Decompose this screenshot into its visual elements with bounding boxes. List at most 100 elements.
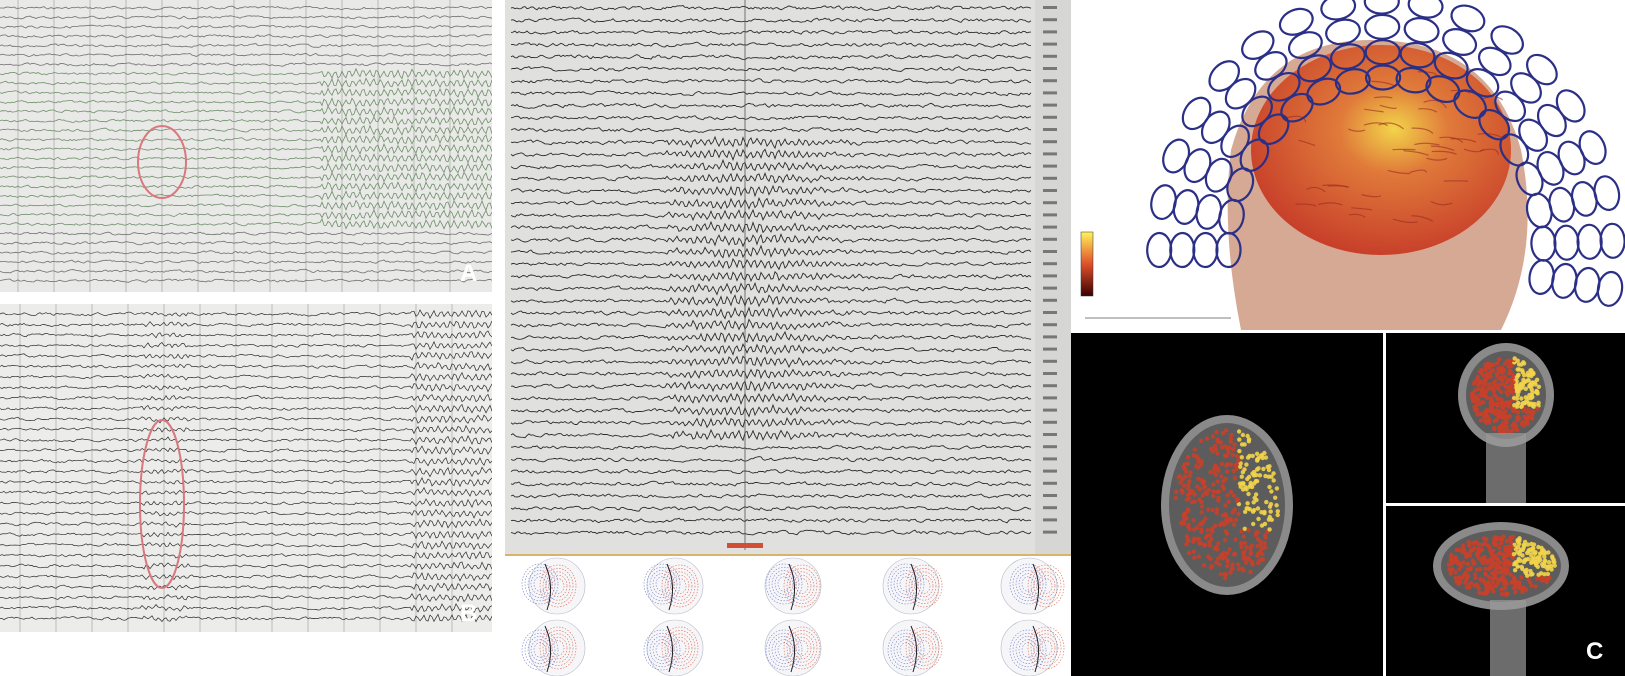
activation-voxel: [1519, 575, 1524, 580]
activation-voxel: [1231, 522, 1237, 527]
sensor-ring-icon: [1576, 223, 1603, 260]
activation-voxel: [1480, 591, 1485, 596]
activation-voxel: [1520, 368, 1525, 373]
activation-voxel: [1493, 401, 1498, 407]
activation-voxel: [1515, 427, 1520, 433]
sensor-ring-icon: [1578, 130, 1607, 165]
channel-scale-tick: [1043, 42, 1057, 46]
activation-voxel: [1239, 540, 1244, 546]
channel-scale-tick: [1043, 67, 1057, 70]
topographic-map: [1000, 557, 1065, 615]
eeg-channel-trace: [0, 208, 492, 221]
sensor-ring-icon: [1399, 41, 1436, 69]
activation-voxel: [1263, 455, 1269, 460]
activation-voxel: [1528, 368, 1533, 373]
activation-voxel: [1212, 443, 1217, 449]
channel-scale-tick: [1043, 176, 1057, 180]
channel-scale-tick: [1043, 201, 1057, 205]
eeg-channel-trace: [0, 383, 492, 393]
cortex-sulcus: [1363, 122, 1388, 127]
activation-voxel: [1509, 544, 1514, 549]
activation-voxel: [1200, 493, 1205, 498]
activation-voxel: [1515, 373, 1521, 378]
eeg-channel-trace: [0, 371, 492, 382]
activation-voxel: [1208, 556, 1213, 561]
activation-voxel: [1540, 563, 1546, 569]
eeg-channel-trace: [0, 572, 492, 582]
channel-scale-tick: [1043, 30, 1057, 34]
channel-scale-tick: [1043, 445, 1057, 449]
meg-channel-trace: [510, 368, 1032, 380]
activation-voxel: [1183, 511, 1188, 516]
activation-voxel: [1485, 408, 1490, 413]
activation-voxel: [1213, 464, 1218, 469]
eeg-channel-trace: [0, 181, 492, 193]
activation-voxel: [1519, 362, 1524, 367]
activation-voxel: [1192, 447, 1197, 452]
eeg-channel-trace: [0, 518, 492, 529]
activation-voxel: [1248, 546, 1253, 552]
activation-voxel: [1181, 483, 1187, 488]
activation-voxel: [1186, 524, 1191, 529]
activation-voxel: [1475, 374, 1481, 380]
eeg-channel-trace: [0, 320, 492, 329]
activation-voxel: [1495, 385, 1500, 391]
activation-voxel: [1268, 502, 1274, 507]
activation-voxel: [1504, 425, 1509, 430]
eeg-channel-trace: [0, 466, 492, 478]
activation-voxel: [1487, 420, 1492, 425]
activation-voxel: [1220, 445, 1225, 450]
activation-voxel: [1521, 423, 1527, 428]
activation-voxel: [1529, 410, 1534, 415]
activation-voxel: [1207, 539, 1212, 545]
activation-voxel: [1499, 587, 1504, 592]
activation-voxel: [1495, 396, 1500, 401]
activation-voxel: [1483, 393, 1488, 399]
activation-voxel: [1495, 361, 1500, 366]
sensor-ring-icon: [1278, 7, 1314, 36]
meg-channel-trace: [510, 392, 1032, 406]
activation-voxel: [1476, 386, 1481, 392]
activation-voxel: [1261, 466, 1266, 472]
sensor-ring-icon: [1192, 231, 1219, 269]
channel-scale-tick: [1043, 518, 1057, 522]
activation-voxel: [1235, 454, 1240, 459]
channel-scale-tick: [1043, 433, 1057, 436]
activation-voxel: [1256, 466, 1261, 471]
activation-voxel: [1487, 382, 1492, 387]
topographic-map: [1000, 619, 1065, 676]
activation-voxel: [1477, 590, 1482, 595]
channel-scale-tick: [1043, 140, 1057, 144]
activation-voxel: [1210, 434, 1216, 439]
meg-channel-trace: [510, 403, 1032, 418]
activation-voxel: [1231, 447, 1236, 452]
activation-voxel: [1491, 385, 1496, 390]
activation-voxel: [1549, 563, 1554, 569]
activation-voxel: [1219, 461, 1225, 467]
activation-voxel: [1515, 409, 1521, 415]
channel-scale-tick: [1043, 6, 1057, 9]
activation-voxel: [1262, 450, 1267, 456]
activation-voxel: [1230, 566, 1235, 571]
activation-voxel: [1549, 567, 1554, 572]
activation-voxel: [1479, 370, 1484, 376]
topographic-map: [764, 619, 822, 676]
cortex-sulcus: [1480, 148, 1499, 155]
activation-voxel: [1528, 572, 1534, 577]
eeg-channel-trace: [0, 52, 492, 57]
activation-voxel: [1546, 560, 1552, 565]
activation-voxel: [1497, 425, 1502, 430]
activation-voxel: [1268, 509, 1273, 514]
meg-channel-trace: [510, 135, 1032, 150]
cortex-sulcus: [1378, 122, 1404, 130]
meg-channel-trace: [510, 41, 1032, 48]
activation-voxel: [1205, 528, 1210, 533]
activation-voxel: [1527, 402, 1532, 407]
channel-scale-tick: [1043, 335, 1057, 339]
cortex-sulcus: [1298, 139, 1316, 147]
activation-voxel: [1214, 430, 1219, 435]
eeg-channel-trace: [0, 361, 492, 371]
activation-voxel: [1251, 469, 1257, 475]
activation-voxel: [1215, 437, 1221, 442]
cortex-sulcus: [1327, 185, 1350, 188]
